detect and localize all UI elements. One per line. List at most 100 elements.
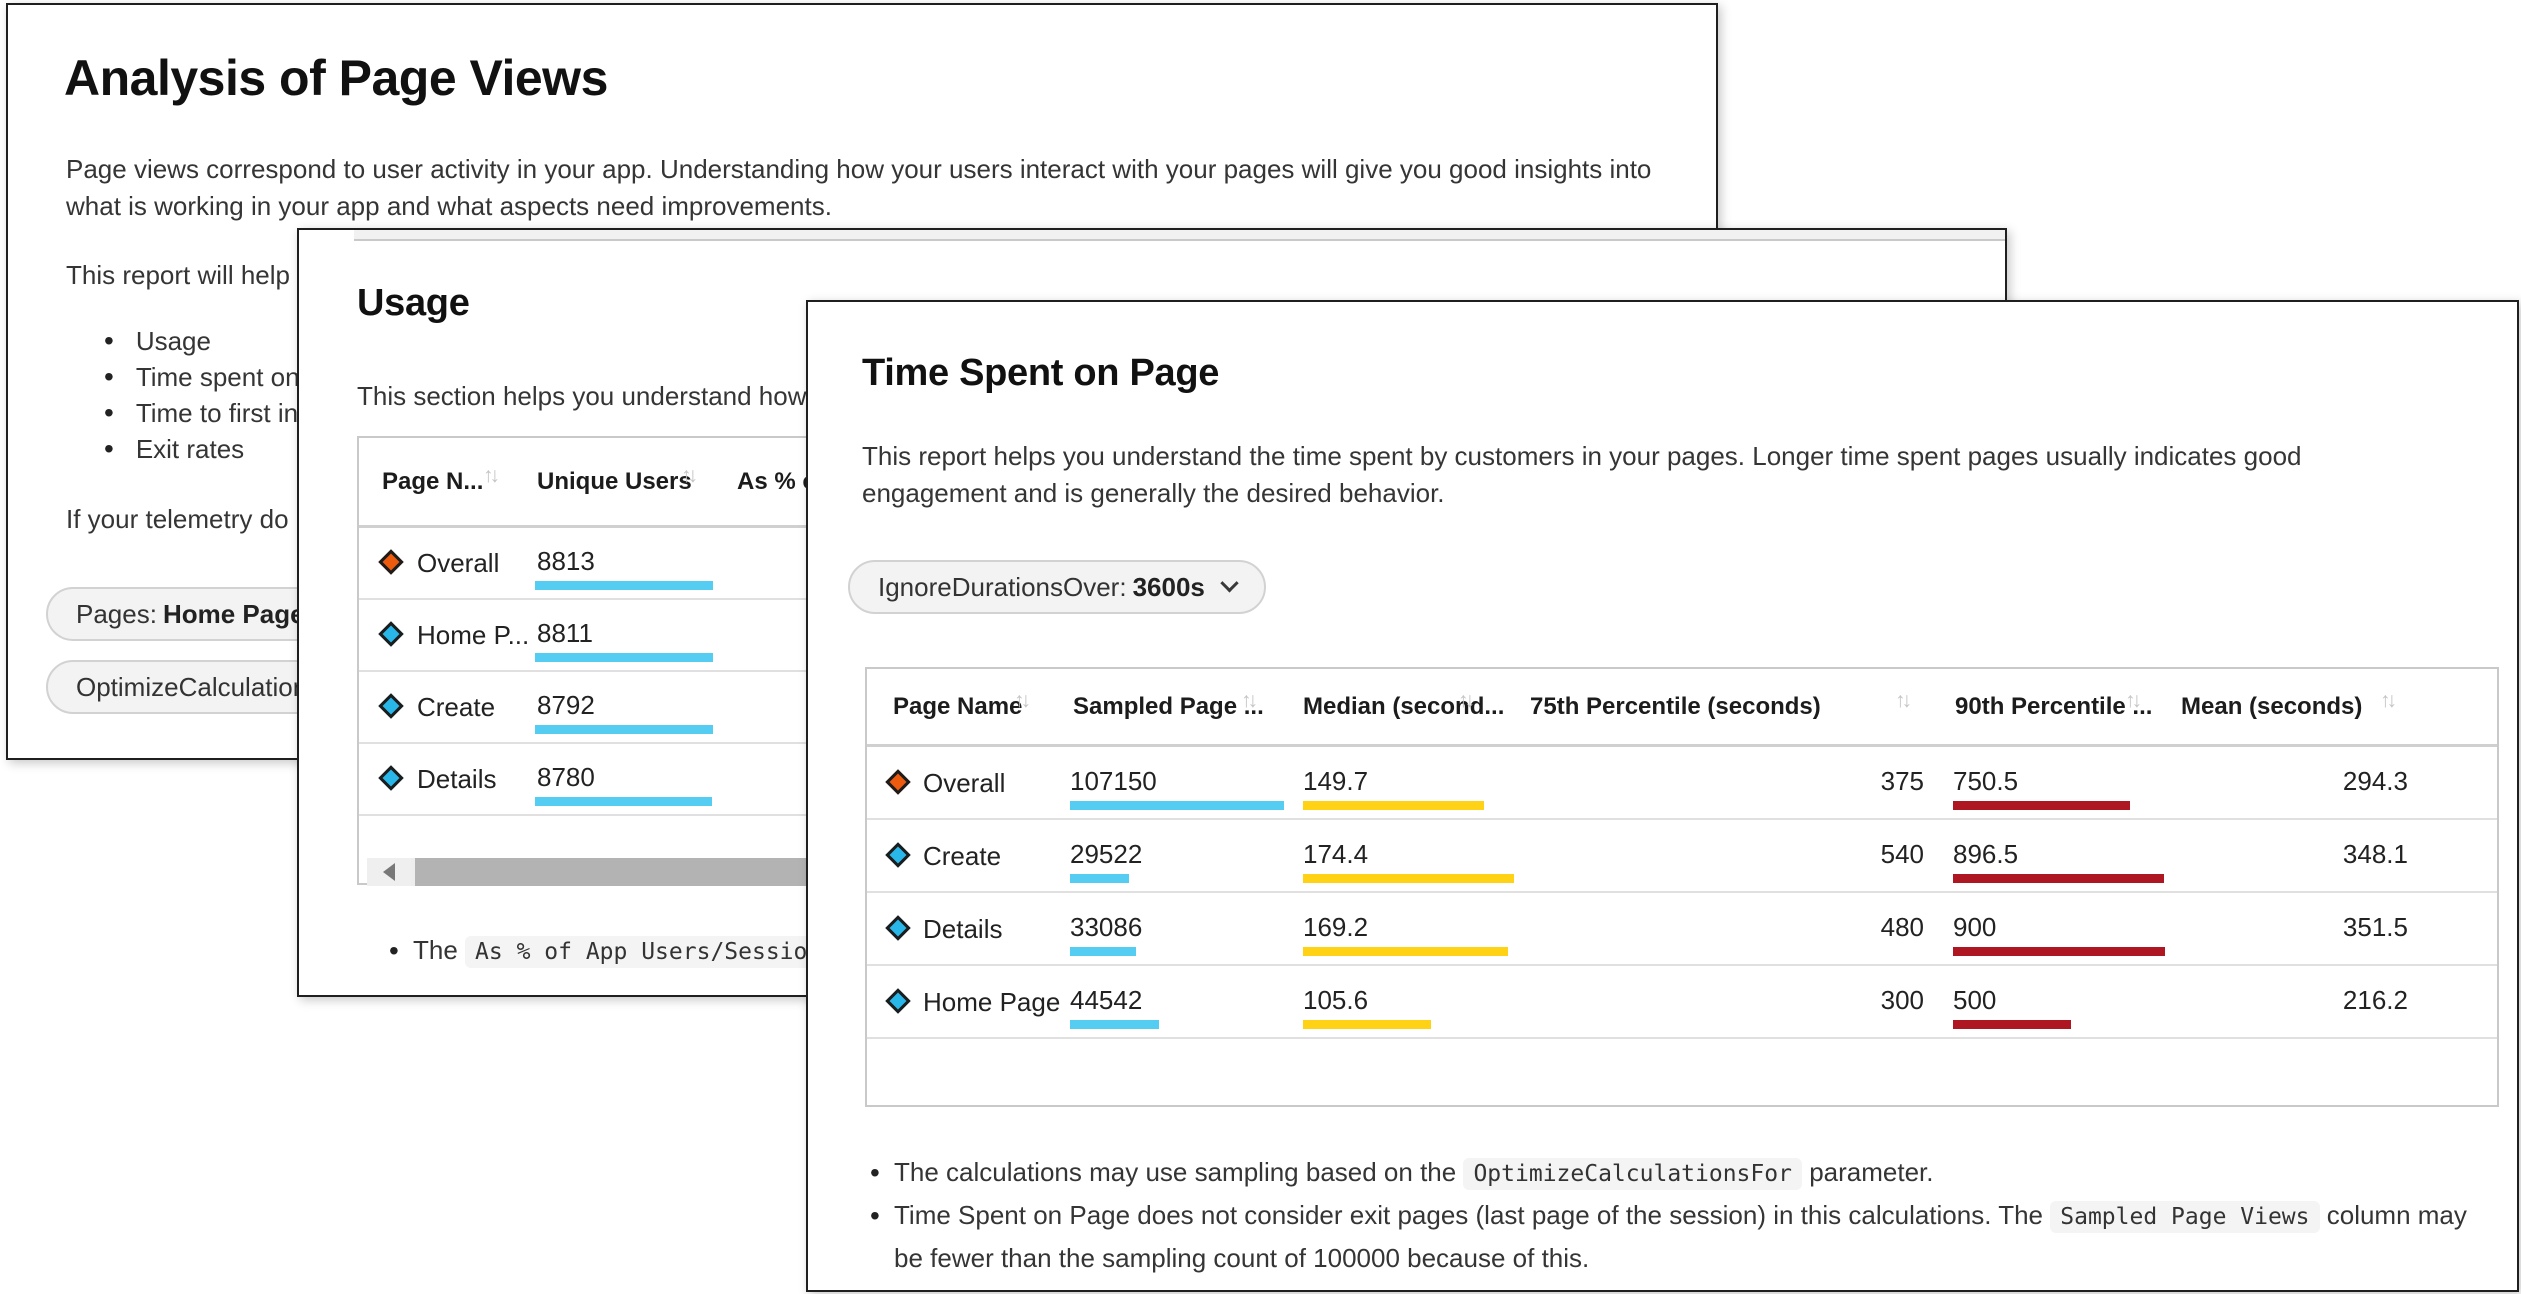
column-header-sampled[interactable]: Sampled Page ...	[1073, 693, 1264, 720]
users-bar	[535, 581, 713, 590]
ignore-durations-dropdown[interactable]: IgnoreDurationsOver: 3600s	[848, 560, 1266, 614]
report-intro-text: This report will help	[66, 260, 290, 290]
page-name-cell: Overall	[923, 768, 1006, 798]
scroll-left-icon	[383, 863, 395, 881]
sort-icon[interactable]: ↑↓	[1014, 689, 1031, 712]
users-bar	[535, 653, 713, 662]
list-item: Exit rates	[104, 431, 321, 467]
unique-users-cell: 8792	[537, 690, 595, 720]
column-header-p75[interactable]: 75th Percentile (seconds)	[1530, 693, 1821, 720]
p90-bar	[1953, 801, 2130, 810]
sort-icon[interactable]: ↑↓	[483, 464, 500, 487]
pill-value: 3600s	[1132, 571, 1205, 602]
footnote: • The calculations may use sampling base…	[870, 1157, 1934, 1190]
page-name-cell: Overall	[417, 548, 500, 578]
p90-cell: 750.5	[1953, 766, 2019, 796]
p90-bar	[1953, 947, 2165, 956]
pill-label: IgnoreDurationsOver:	[878, 571, 1127, 602]
time-spent-table: Page Name ↑↓ Sampled Page ... ↑↓ Median …	[865, 667, 2499, 1107]
list-item: Time to first int	[104, 395, 321, 431]
chevron-down-icon	[1220, 573, 1239, 592]
p90-cell: 900	[1953, 912, 1997, 942]
code-chip: As % of App Users/Sessions/V	[465, 936, 873, 968]
sort-icon[interactable]: ↑↓	[1895, 689, 1912, 712]
table-row: Details 33086 169.2 480 900 351.5	[867, 893, 2497, 966]
mean-cell: 348.1	[2342, 839, 2408, 869]
page-title: Analysis of Page Views	[64, 50, 608, 106]
pill-label: Pages:	[76, 598, 157, 629]
sort-icon[interactable]: ↑↓	[2125, 689, 2142, 712]
p75-cell: 480	[1880, 912, 1924, 942]
diamond-icon	[378, 549, 404, 575]
column-header-p90[interactable]: 90th Percentile ...	[1955, 693, 2153, 720]
page-name-cell: Details	[417, 764, 497, 794]
sort-icon[interactable]: ↑↓	[681, 464, 698, 487]
code-chip: OptimizeCalculationsFor	[1463, 1158, 1802, 1190]
table-row: Create 29522 174.4 540 896.5 348.1	[867, 820, 2497, 893]
sort-icon[interactable]: ↑↓	[1458, 689, 1475, 712]
p90-bar	[1953, 1020, 2071, 1029]
table-row: Overall 107150 149.7 375 750.5 294.3	[867, 747, 2497, 820]
unique-users-cell: 8780	[537, 762, 595, 792]
time-spent-footnotes: • The calculations may use sampling base…	[870, 1152, 2470, 1279]
median-cell: 105.6	[1303, 985, 1369, 1015]
list-item: Usage	[104, 323, 321, 359]
mean-cell: 216.2	[2342, 985, 2408, 1015]
sampled-bar	[1070, 874, 1129, 883]
page-name-cell: Create	[923, 841, 1002, 871]
table-row: Home Page 44542 105.6 300 500 216.2	[867, 966, 2497, 1039]
diamond-icon	[378, 621, 404, 647]
sort-icon[interactable]: ↑↓	[1241, 689, 1258, 712]
page-name-cell: Create	[417, 692, 496, 722]
column-header-unique-users[interactable]: Unique Users	[537, 468, 692, 495]
mean-cell: 351.5	[2342, 912, 2408, 942]
column-header-page-name[interactable]: Page Name	[893, 693, 1023, 720]
column-header-median[interactable]: Median (second...	[1303, 693, 1505, 720]
users-bar	[535, 797, 712, 806]
median-cell: 149.7	[1303, 766, 1369, 796]
sampled-bar	[1070, 1020, 1159, 1029]
code-chip: Sampled Page Views	[2050, 1201, 2320, 1233]
diamond-icon	[378, 693, 404, 719]
diamond-icon	[378, 765, 404, 791]
unique-users-cell: 8813	[537, 546, 595, 576]
note-text: The	[413, 935, 458, 965]
usage-footnote: • The As % of App Users/Sessions/V	[389, 930, 1389, 973]
median-cell: 169.2	[1303, 912, 1369, 942]
diamond-icon	[885, 988, 911, 1014]
p75-cell: 375	[1880, 766, 1924, 796]
usage-description: This section helps you understand how	[357, 381, 807, 411]
p75-cell: 300	[1880, 985, 1924, 1015]
report-topics-list: Usage Time spent on p Time to first int …	[104, 323, 321, 467]
column-header-page-name[interactable]: Page N...	[382, 468, 484, 495]
pill-label: OptimizeCalculations	[76, 671, 321, 702]
median-bar	[1303, 874, 1514, 883]
p75-cell: 540	[1880, 839, 1924, 869]
footnote: • Time Spent on Page does not consider e…	[870, 1200, 2467, 1273]
column-header-mean[interactable]: Mean (seconds)	[2181, 693, 2363, 720]
sampled-cell: 107150	[1070, 766, 1157, 796]
p90-cell: 500	[1953, 985, 1997, 1015]
scrollbar-left-button[interactable]	[367, 858, 411, 886]
median-cell: 174.4	[1303, 839, 1369, 869]
time-table-header: Page Name ↑↓ Sampled Page ... ↑↓ Median …	[867, 669, 2497, 747]
median-bar	[1303, 1020, 1431, 1029]
telemetry-note-text: If your telemetry do	[66, 504, 289, 534]
page-name-cell: Home Page	[923, 987, 1061, 1017]
median-bar	[1303, 947, 1508, 956]
note-text: column may be fewer than the sampling co…	[894, 1200, 2467, 1273]
sampled-bar	[1070, 947, 1136, 956]
median-bar	[1303, 801, 1484, 810]
diamond-icon	[885, 842, 911, 868]
diamond-icon	[885, 769, 911, 795]
sort-icon[interactable]: ↑↓	[2380, 689, 2397, 712]
list-item: Time spent on p	[104, 359, 321, 395]
page-name-cell: Home P...	[417, 620, 530, 650]
time-spent-on-page-window: Time Spent on Page This report helps you…	[806, 300, 2519, 1292]
p90-bar	[1953, 874, 2164, 883]
top-scroll-strip	[354, 230, 2005, 241]
usage-title: Usage	[357, 282, 470, 324]
p90-cell: 896.5	[1953, 839, 2019, 869]
sampled-cell: 44542	[1070, 985, 1143, 1015]
